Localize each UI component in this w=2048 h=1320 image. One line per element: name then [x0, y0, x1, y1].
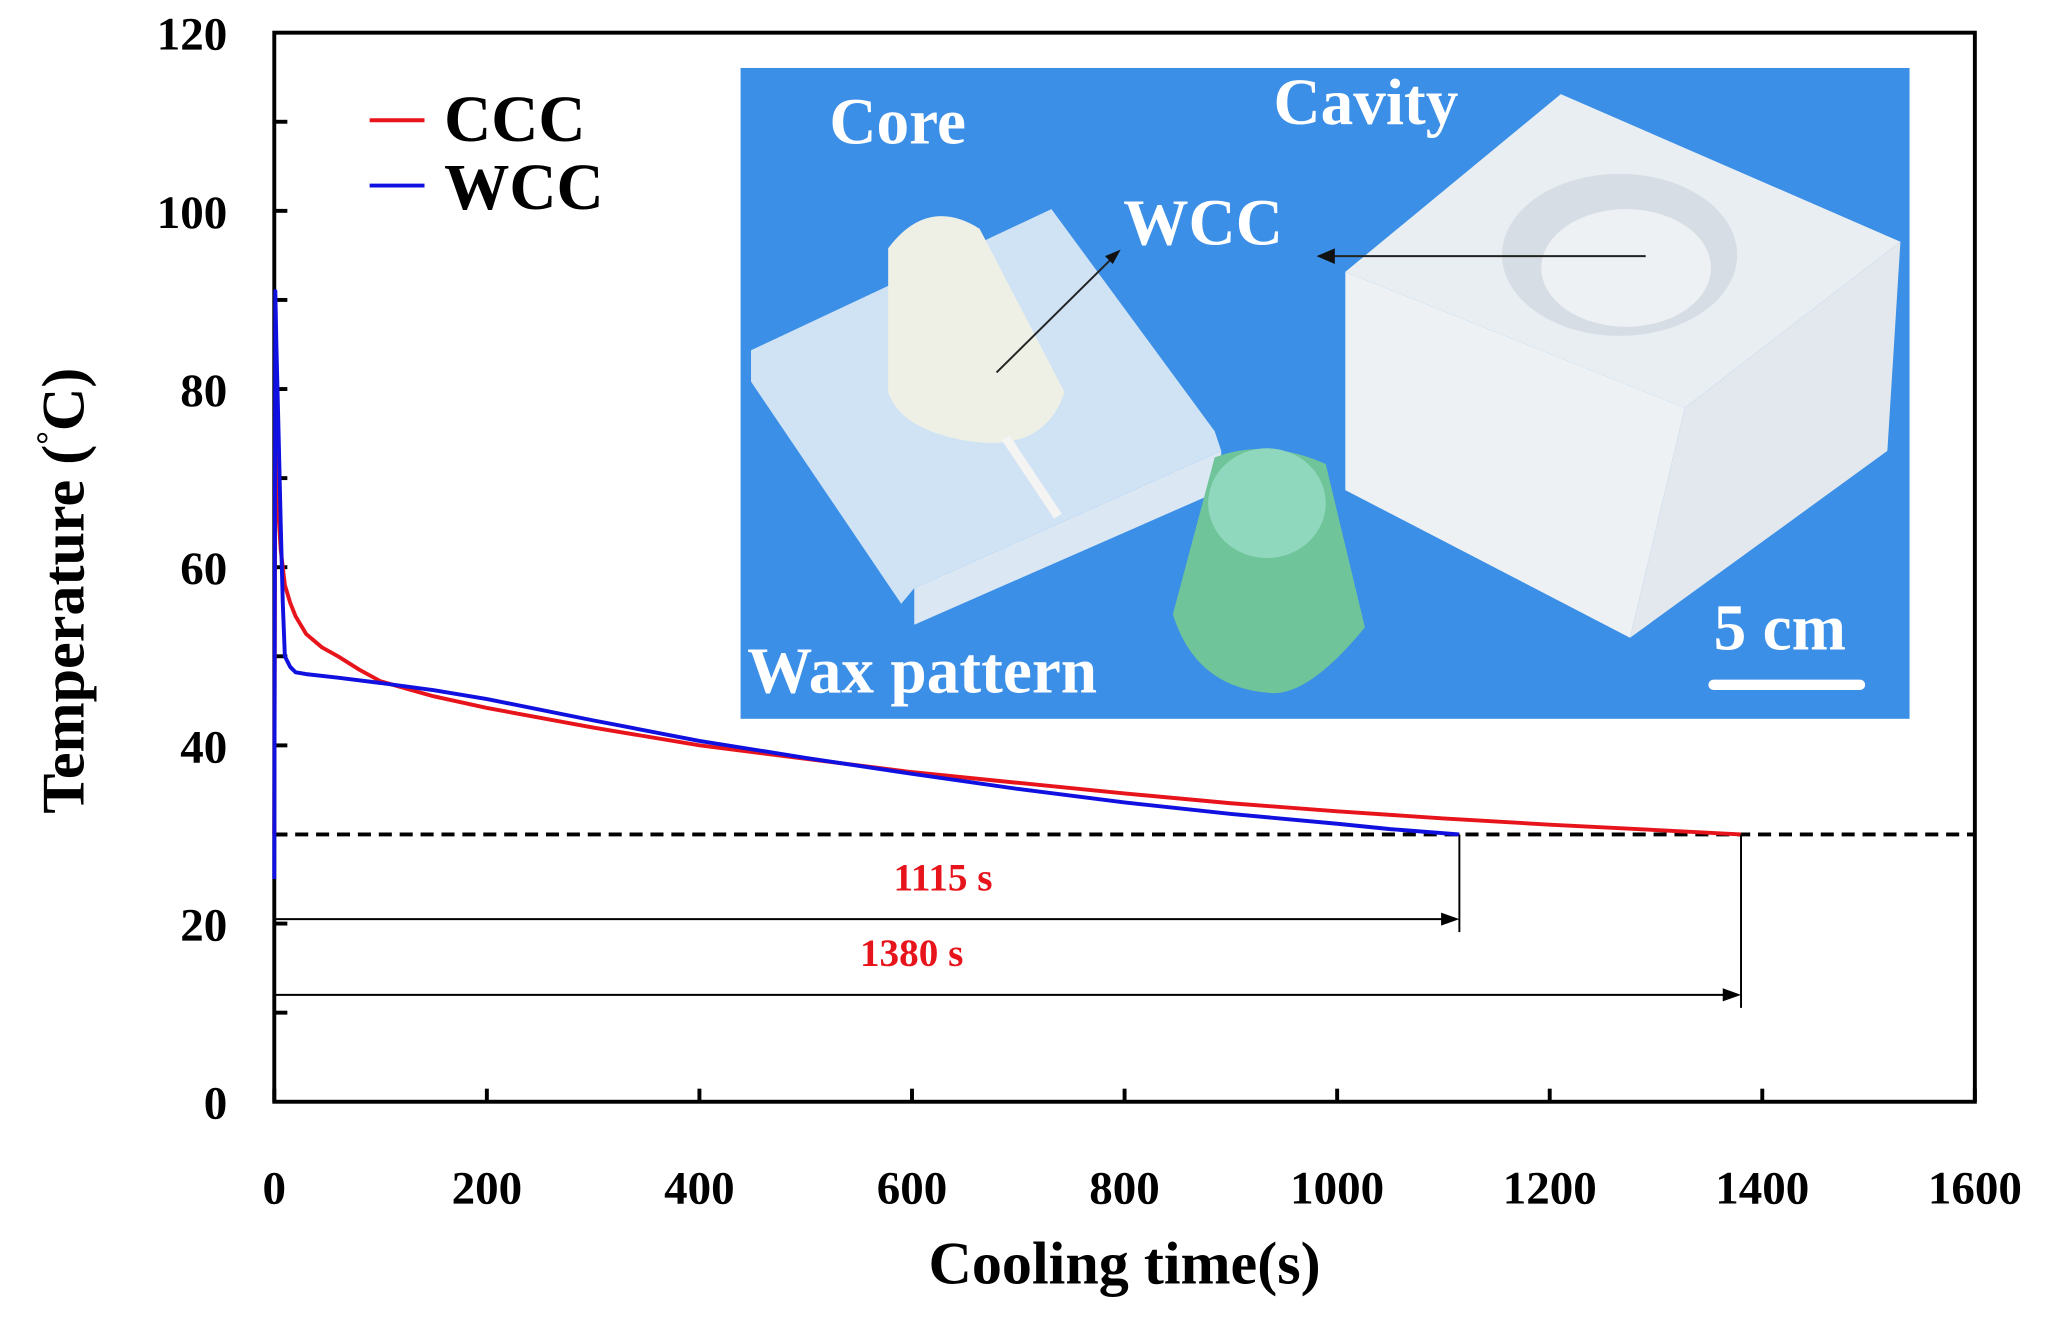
inset-label-scale: 5 cm	[1714, 593, 1846, 665]
x-tick-label: 800	[1089, 1163, 1160, 1215]
svg-text:Temperature (°C): Temperature (°C)	[31, 368, 98, 814]
y-tick-label: 100	[157, 187, 228, 239]
cavity-hole-inner	[1541, 209, 1712, 327]
inset-label-wax-pattern: Wax pattern	[747, 636, 1097, 708]
core-cone	[888, 216, 1065, 443]
y-tick-label: 0	[204, 1078, 228, 1130]
core-mold-side	[914, 450, 1222, 625]
y-axis-title: Temperature (°C)	[31, 368, 98, 814]
y-tick-label: 20	[180, 900, 227, 952]
x-tick-label: 1000	[1290, 1163, 1384, 1215]
inset-label-wcc: WCC	[1123, 187, 1283, 259]
inset-label-cavity: Cavity	[1273, 67, 1458, 139]
y-axis-title-main: Temperature (	[31, 445, 98, 814]
x-tick-label: 200	[452, 1163, 523, 1215]
inset-arrowhead-cavity	[1316, 248, 1335, 264]
legend-label-wcc: WCC	[444, 152, 604, 224]
x-tick-label: 1600	[1928, 1163, 2022, 1215]
inset-arrowhead-core	[1104, 249, 1121, 264]
x-tick-label: 600	[877, 1163, 948, 1215]
series-line-wcc	[272, 289, 1460, 880]
series-line-ccc	[272, 431, 1742, 837]
inset-photo: Core Cavity WCC Wax pattern 5 cm	[740, 67, 1910, 719]
y-tick-label: 120	[157, 9, 228, 61]
y-tick-label: 80	[180, 365, 227, 417]
annotation-arrowhead	[1722, 988, 1742, 1002]
x-tick-label: 1200	[1503, 1163, 1597, 1215]
annotation-label: 1380 s	[860, 932, 963, 975]
y-axis-title-unit: C)	[31, 368, 98, 431]
cavity-mold-left	[1345, 271, 1685, 638]
y-tick-label: 60	[180, 543, 227, 595]
plot-area: 0 200 400 600 800 1000 1200 1400 1600 0 20 40 60 80 10…	[157, 9, 2022, 1215]
annotation-label: 1115 s	[893, 856, 992, 899]
y-axis-title-degree: °	[31, 431, 68, 445]
x-tick-label: 1400	[1715, 1163, 1809, 1215]
y-tick-label: 40	[180, 721, 227, 773]
cavity-mold-right	[1630, 241, 1901, 638]
x-tick-label: 400	[664, 1163, 735, 1215]
inset-label-core: Core	[829, 87, 966, 159]
inset-arrow-core	[995, 255, 1115, 374]
legend-label-ccc: CCC	[444, 84, 585, 156]
scale-bar	[1708, 679, 1866, 691]
annotation-arrowhead	[1441, 912, 1460, 926]
x-tick-label: 0	[263, 1163, 287, 1215]
x-axis-title: Cooling time(s)	[929, 1230, 1321, 1297]
core-sprue	[1001, 435, 1062, 519]
wax-pattern-top	[1208, 448, 1326, 559]
legend: CCC WCC	[369, 84, 604, 224]
